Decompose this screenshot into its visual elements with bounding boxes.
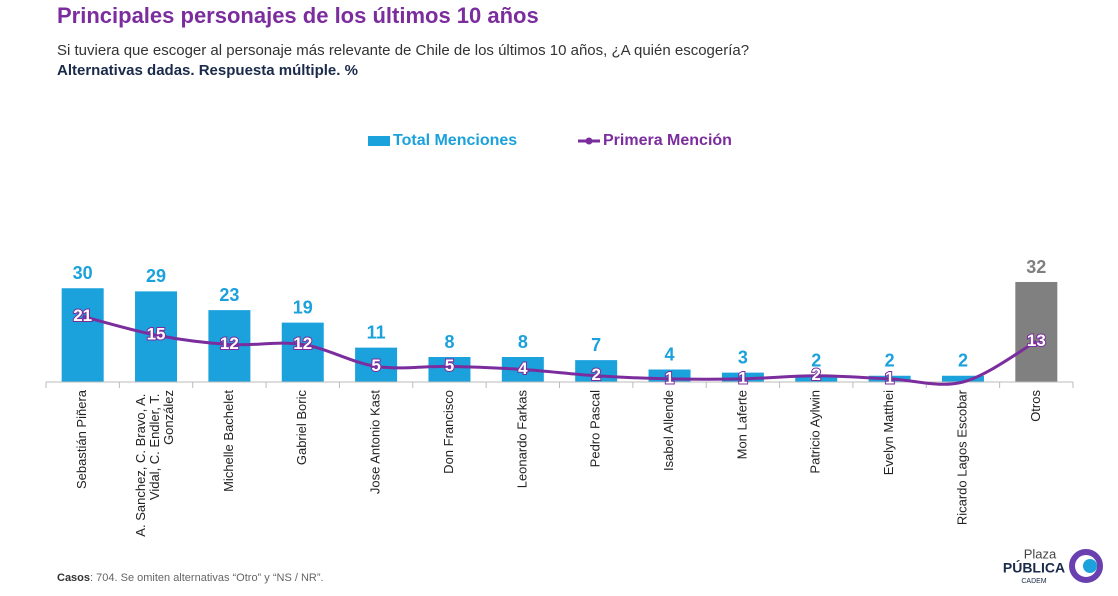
x-tick-label-line: Vidal, C. Endler, T. (147, 390, 162, 500)
footnote: Casos: 704. Se omiten alternativas “Otro… (57, 572, 324, 584)
bar (428, 357, 471, 382)
x-tick-label: Ricardo Lagos Escobar (954, 389, 969, 525)
footnote-text: : 704. Se omiten alternativas “Otro” y “… (90, 572, 324, 584)
x-tick-label: Sebastián Piñera (74, 389, 89, 489)
bar-value-label: 8 (444, 332, 454, 352)
footnote-label: Casos (57, 572, 90, 584)
line-value-label: 5 (371, 356, 380, 375)
line-value-label: 12 (220, 334, 239, 353)
bar-value-label: 7 (591, 335, 601, 355)
x-tick-label: A. Sanchez, C. Bravo, A. Vidal, C. Endle… (133, 390, 176, 537)
legend-label: Primera Mención (603, 132, 732, 149)
logo-text: Plaza (1024, 546, 1057, 561)
x-tick-label: Don Francisco (441, 390, 456, 474)
logo-mark (1083, 559, 1097, 573)
bar-value-label: 2 (958, 351, 968, 371)
x-tick-label: Evelyn Matthei (881, 390, 896, 475)
bar (721, 372, 764, 382)
line-value-label: 13 (1027, 331, 1046, 350)
legend-swatch (585, 137, 593, 145)
x-tick-label: Michelle Bachelet (221, 390, 236, 492)
line-value-label: 1 (665, 368, 674, 387)
bar-value-label: 2 (885, 351, 895, 371)
bar (61, 288, 104, 382)
bar-value-label: 3 (738, 347, 748, 367)
logo-text: CADEM (1021, 578, 1046, 585)
x-tick-label: Gabriel Boric (294, 390, 309, 466)
x-tick-label: Isabel Allende (661, 390, 676, 471)
line-value-label: 1 (885, 368, 894, 387)
legend-label: Total Menciones (393, 132, 517, 149)
x-tick-label: Leonardo Farkas (514, 390, 529, 489)
line-value-label: 4 (518, 359, 528, 378)
bar-value-label: 8 (518, 332, 528, 352)
x-tick-label-line: González (161, 390, 176, 445)
bar-value-label: 29 (146, 266, 166, 286)
bar-value-label: 19 (293, 297, 313, 317)
bar (355, 347, 398, 382)
logo-text: PÚBLICA (1003, 559, 1065, 576)
bar (281, 322, 324, 382)
logo: Plaza PÚBLICA CADEM (1003, 546, 1103, 585)
legend-swatch (368, 136, 390, 146)
line-value-label: 12 (293, 334, 312, 353)
bar (795, 375, 838, 382)
bar-value-label: 23 (219, 285, 239, 305)
x-tick-label: Jose Antonio Kast (368, 390, 383, 494)
bar (941, 375, 984, 382)
bar-value-label: 30 (73, 263, 93, 283)
chart-subtitle: Si tuviera que escoger al personaje más … (57, 42, 749, 59)
bar (1015, 282, 1058, 382)
x-tick-label: Mon Laferte (734, 390, 749, 459)
bar-value-label: 32 (1026, 257, 1046, 277)
bar-value-label: 11 (367, 322, 386, 342)
x-tick-label: Patricio Aylwin (808, 390, 823, 474)
logo-mark (1069, 549, 1103, 583)
line-value-label: 2 (812, 365, 821, 384)
line-value-label: 2 (591, 365, 600, 384)
line-value-label: 21 (73, 306, 92, 325)
bar-value-label: 4 (665, 344, 675, 364)
chart-title: Principales personajes de los últimos 10… (57, 3, 539, 28)
x-tick-label: Otros (1028, 390, 1043, 422)
line-value-label: 15 (147, 325, 166, 344)
line-value-label: 1 (738, 368, 747, 387)
x-tick-label-line: A. Sanchez, C. Bravo, A. (133, 390, 148, 537)
chart-note: Alternativas dadas. Respuesta múltiple. … (57, 62, 358, 79)
x-tick-label: Pedro Pascal (588, 390, 603, 467)
line-value-label: 5 (445, 356, 454, 375)
line (82, 314, 1038, 386)
bar-value-label: 2 (811, 351, 821, 371)
